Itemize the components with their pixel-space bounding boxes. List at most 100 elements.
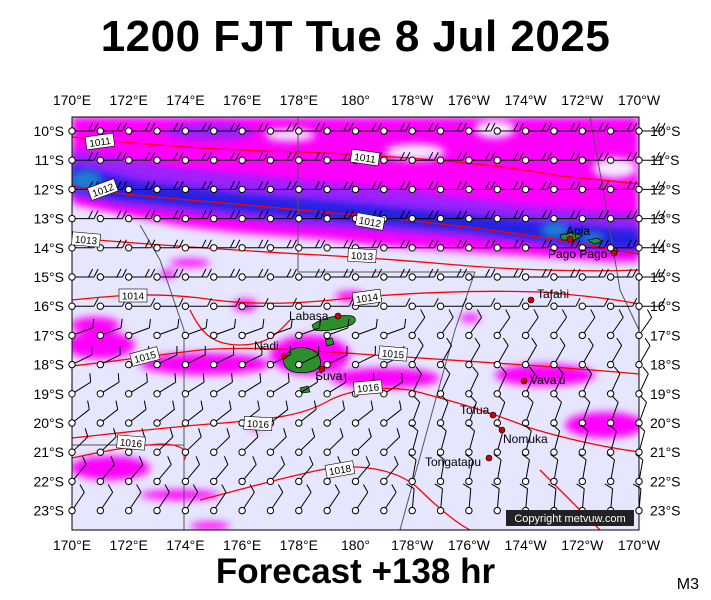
wind-barb bbox=[606, 337, 623, 369]
wind-barb bbox=[408, 239, 439, 252]
wind-barb bbox=[550, 181, 581, 194]
wind-barb bbox=[323, 239, 354, 252]
svg-text:1013: 1013 bbox=[74, 235, 98, 248]
wind-barb bbox=[295, 456, 314, 486]
wind-barb bbox=[578, 268, 609, 281]
wind-barb bbox=[606, 268, 638, 281]
wind-barb bbox=[434, 483, 445, 515]
wind-barb bbox=[408, 122, 439, 135]
wind-barb bbox=[266, 181, 297, 194]
wind-barb bbox=[578, 366, 593, 398]
wind-barb bbox=[408, 337, 424, 369]
place-dot bbox=[280, 352, 288, 360]
latitude-label-left: 23°S bbox=[33, 503, 64, 519]
wind-barb bbox=[408, 297, 439, 310]
wind-barb bbox=[521, 297, 553, 310]
wind-barb bbox=[635, 268, 666, 281]
latitude-label-right: 14°S bbox=[650, 240, 681, 256]
isobar-label: 1016 bbox=[243, 415, 273, 431]
wind-barb bbox=[436, 122, 468, 135]
wind-barb bbox=[238, 318, 265, 340]
wind-barb bbox=[181, 239, 212, 252]
isobar-label: 1014 bbox=[118, 288, 148, 303]
longitude-labels-top: 170°E 172°E 174°E 176°E 178°E 180° 178°W 176°W 1… bbox=[53, 92, 661, 108]
latitude-labels-left: 10°S 11°S 12°S 13°S 14°S 15°S 16°S 17°S 18°S 19°S… bbox=[33, 123, 64, 519]
wind-barb bbox=[295, 297, 326, 310]
wind-barb bbox=[238, 484, 255, 515]
wind-barb bbox=[153, 268, 184, 281]
wind-barb bbox=[436, 181, 468, 194]
wind-barb bbox=[380, 484, 397, 515]
wind-barb bbox=[406, 483, 416, 515]
wind-barb bbox=[408, 210, 439, 223]
longitude-label-top: 176°W bbox=[448, 92, 491, 108]
latitude-label-left: 11°S bbox=[35, 152, 64, 168]
wind-barb bbox=[493, 122, 524, 135]
wind-barb bbox=[295, 428, 316, 456]
latitude-label-right: 22°S bbox=[650, 473, 681, 489]
copyright-box bbox=[506, 510, 634, 526]
latitude-label-right: 19°S bbox=[650, 386, 681, 402]
wind-barb bbox=[68, 373, 92, 398]
wind-barb bbox=[295, 345, 320, 369]
latitude-label-right: 11°S bbox=[650, 152, 679, 168]
wind-barb bbox=[210, 268, 241, 281]
wind-barb bbox=[462, 483, 473, 515]
wind-barb bbox=[521, 424, 532, 456]
wind-barb bbox=[68, 484, 85, 515]
wind-barb bbox=[550, 122, 581, 135]
wind-barb bbox=[295, 373, 318, 398]
forecast-hour: Forecast +138 hr bbox=[215, 552, 496, 591]
wind-barb bbox=[210, 484, 227, 515]
longitude-label-bottom: 174°W bbox=[505, 537, 548, 553]
wind-barb bbox=[96, 122, 127, 135]
wind-barb bbox=[153, 428, 174, 456]
wind-barb bbox=[68, 456, 87, 486]
wind-barb bbox=[181, 373, 205, 398]
wind-barb bbox=[323, 428, 344, 456]
place-dot bbox=[610, 249, 618, 257]
wind-barb bbox=[606, 395, 619, 427]
wind-barb bbox=[181, 428, 202, 456]
wind-barb bbox=[578, 151, 609, 164]
wind-barb bbox=[125, 151, 156, 164]
svg-text:1013: 1013 bbox=[351, 251, 374, 263]
isobar-label: 1016 bbox=[353, 379, 383, 396]
wind-barb bbox=[578, 424, 589, 456]
wind-barb bbox=[181, 210, 212, 223]
wind-barb bbox=[125, 297, 156, 310]
latitude-label-right: 12°S bbox=[650, 181, 681, 197]
wind-barb bbox=[210, 428, 231, 456]
longitude-label-bottom: 176°E bbox=[223, 537, 261, 553]
wind-barb bbox=[238, 373, 262, 398]
wind-barb bbox=[493, 309, 511, 340]
wind-barb bbox=[408, 366, 422, 398]
longitude-label-bottom: 180° bbox=[341, 537, 370, 553]
wind-barb bbox=[351, 456, 371, 486]
wind-barb bbox=[493, 151, 524, 164]
wind-barb bbox=[606, 366, 621, 398]
wind-barb bbox=[521, 366, 536, 398]
wind-barb bbox=[578, 337, 594, 369]
latitude-label-left: 16°S bbox=[33, 298, 64, 314]
wind-barb bbox=[635, 210, 666, 223]
longitude-label-top: 170°W bbox=[618, 92, 661, 108]
place-dot bbox=[498, 426, 506, 434]
longitude-label-bottom: 172°W bbox=[561, 537, 604, 553]
model-code: M3 bbox=[676, 576, 699, 593]
wind-barb bbox=[380, 268, 411, 281]
wind-barb bbox=[323, 268, 354, 281]
wind-barb bbox=[181, 122, 212, 135]
latitude-label-left: 20°S bbox=[33, 415, 64, 431]
latitude-label-left: 17°S bbox=[33, 327, 64, 343]
wind-barb bbox=[465, 424, 476, 456]
longitude-label-top: 180° bbox=[341, 92, 370, 108]
longitude-label-bottom: 178°E bbox=[280, 537, 318, 553]
wind-barb bbox=[380, 239, 411, 252]
wind-barb bbox=[153, 122, 184, 135]
wind-barb bbox=[96, 456, 115, 486]
wind-barb bbox=[380, 151, 411, 164]
wind-barb bbox=[323, 373, 347, 398]
wind-barb bbox=[351, 318, 378, 340]
